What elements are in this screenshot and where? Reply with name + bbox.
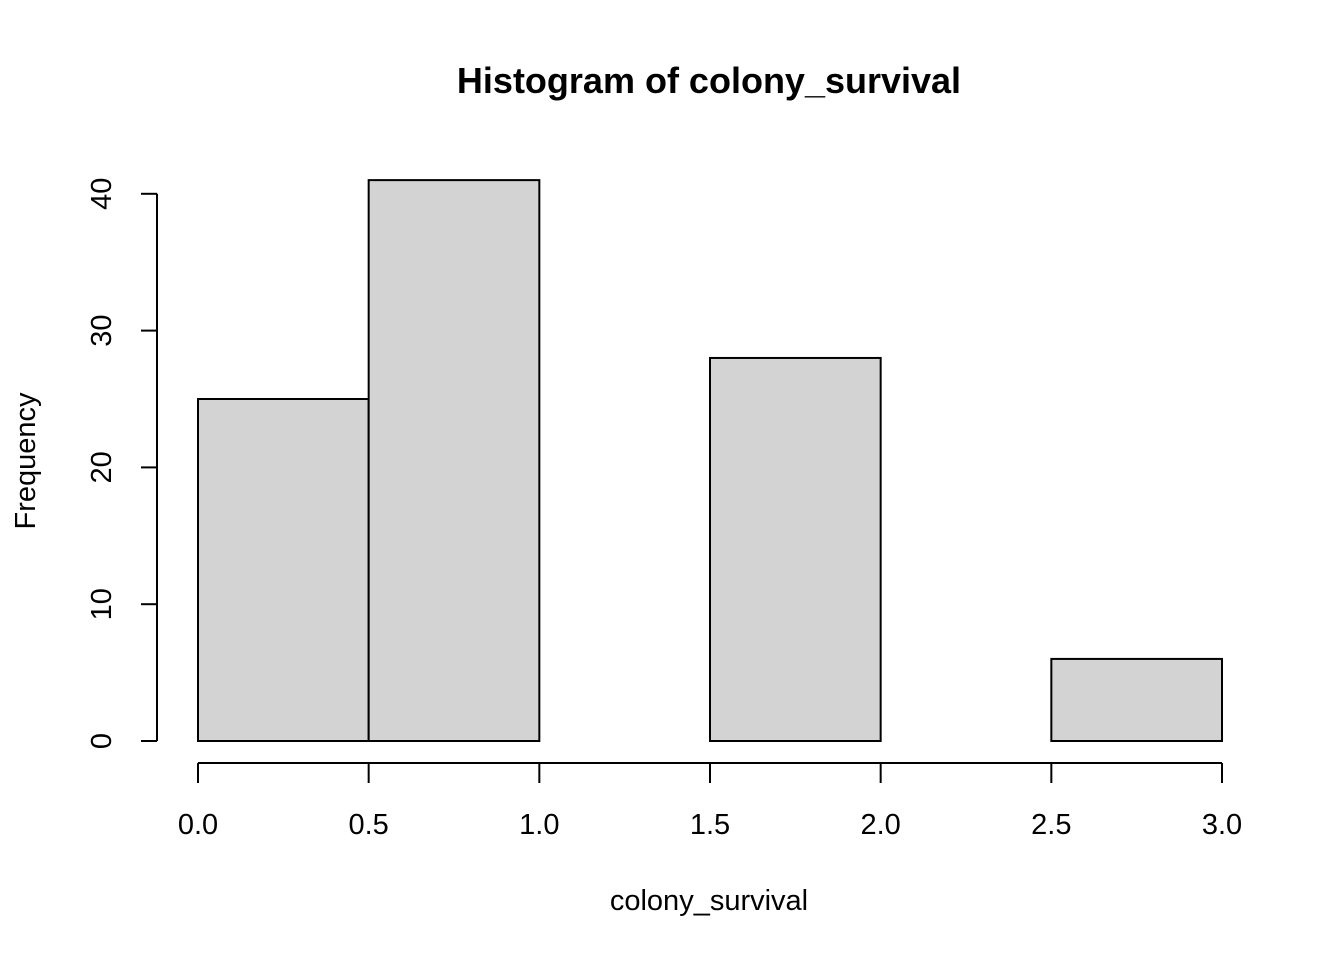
x-tick-label: 3.0 bbox=[1202, 809, 1242, 841]
histogram-bar bbox=[709, 356, 882, 742]
y-tick-label: 0 bbox=[86, 733, 118, 749]
x-axis-label: colony_survival bbox=[610, 885, 808, 917]
x-tick-label: 2.0 bbox=[861, 809, 901, 841]
x-axis: 0.0 0.5 1.0 1.5 2.0 2.5 3.0 bbox=[178, 762, 1242, 841]
x-tick-label: 2.5 bbox=[1031, 809, 1071, 841]
x-tick-label: 0.5 bbox=[349, 809, 389, 841]
histogram-bar bbox=[197, 398, 370, 742]
y-tick-label: 20 bbox=[86, 451, 118, 483]
chart-title: Histogram of colony_survival bbox=[457, 60, 961, 101]
y-axis: 0 10 20 30 40 bbox=[86, 178, 158, 749]
y-tick-label: 40 bbox=[86, 178, 118, 210]
histogram-bar bbox=[367, 179, 541, 742]
histogram-bar bbox=[1050, 657, 1224, 742]
histogram-bars bbox=[197, 179, 1224, 742]
y-tick-label: 10 bbox=[86, 588, 118, 620]
x-tick-label: 0.0 bbox=[178, 809, 218, 841]
y-tick-label: 30 bbox=[86, 314, 118, 346]
x-tick-label: 1.0 bbox=[519, 809, 559, 841]
y-axis-label: Frequency bbox=[10, 392, 42, 530]
x-tick-label: 1.5 bbox=[690, 809, 730, 841]
